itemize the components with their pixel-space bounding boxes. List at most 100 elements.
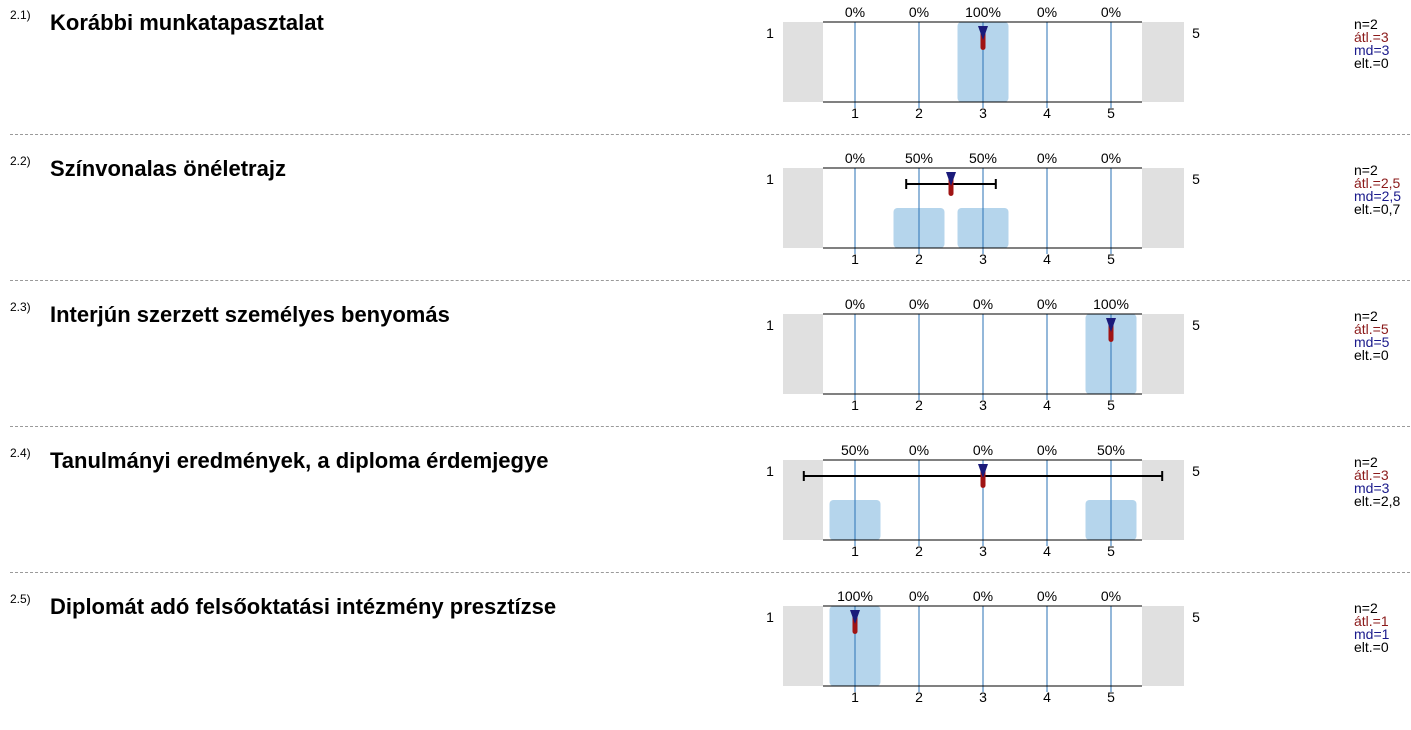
stat-n: n=2 xyxy=(1354,16,1378,32)
percent-label: 100% xyxy=(837,588,873,604)
tick-label: 2 xyxy=(915,689,923,705)
tick-label: 2 xyxy=(915,543,923,559)
distribution-chart: 0% 50% 50% 0% 0% 1 2 3 4 5 1 5 xyxy=(766,150,1200,267)
percent-label: 0% xyxy=(909,442,929,458)
stat-median: md=3 xyxy=(1354,42,1390,58)
stat-n: n=2 xyxy=(1354,454,1378,470)
percent-label: 50% xyxy=(969,150,997,166)
question-row: 2.2) Színvonalas önéletrajz 0% 50% 50% 0% 0% 1 2… xyxy=(0,146,1411,292)
tick-label: 5 xyxy=(1107,543,1115,559)
percent-label: 0% xyxy=(909,588,929,604)
scale-left-label: 1 xyxy=(766,317,774,333)
percent-label: 0% xyxy=(1037,442,1057,458)
question-title: Tanulmányi eredmények, a diploma érdemje… xyxy=(50,448,549,473)
row-separator xyxy=(10,426,1410,427)
tick-label: 3 xyxy=(979,689,987,705)
question-title: Korábbi munkatapasztalat xyxy=(50,10,324,35)
percent-label: 0% xyxy=(845,296,865,312)
distribution-chart: 0% 0% 0% 0% 100% 1 2 3 4 5 1 5 xyxy=(766,296,1200,413)
percent-label: 0% xyxy=(973,442,993,458)
outside-range-right xyxy=(1142,314,1184,394)
stat-mean: átl.=2,5 xyxy=(1354,175,1401,191)
outside-range-right xyxy=(1142,606,1184,686)
percent-label: 50% xyxy=(905,150,933,166)
scale-right-label: 5 xyxy=(1192,25,1200,41)
tick-label: 4 xyxy=(1043,543,1051,559)
tick-label: 1 xyxy=(851,689,859,705)
tick-label: 4 xyxy=(1043,105,1051,121)
tick-label: 1 xyxy=(851,397,859,413)
question-title: Diplomát adó felsőoktatási intézmény pre… xyxy=(50,594,557,619)
row-separator xyxy=(10,572,1410,573)
percent-label: 0% xyxy=(1037,150,1057,166)
stats-block: n=2 átl.=3 md=3 elt.=2,8 xyxy=(1354,454,1401,509)
stat-n: n=2 xyxy=(1354,600,1378,616)
tick-label: 3 xyxy=(979,397,987,413)
percent-label: 0% xyxy=(845,4,865,20)
percent-label: 0% xyxy=(1037,296,1057,312)
stat-sd: elt.=0 xyxy=(1354,347,1389,363)
question-title: Színvonalas önéletrajz xyxy=(50,156,286,181)
median-marker xyxy=(946,172,956,186)
scale-left-label: 1 xyxy=(766,25,774,41)
stat-mean: átl.=5 xyxy=(1354,321,1389,337)
stats-block: n=2 átl.=5 md=5 elt.=0 xyxy=(1354,309,1390,363)
tick-label: 4 xyxy=(1043,397,1051,413)
tick-label: 1 xyxy=(851,543,859,559)
percent-label: 0% xyxy=(1037,588,1057,604)
scale-right-label: 5 xyxy=(1192,171,1200,187)
question-number: 2.2) xyxy=(10,154,31,168)
question-row: 2.3) Interjún szerzett személyes benyomás… xyxy=(0,292,1411,438)
scale-right-label: 5 xyxy=(1192,609,1200,625)
stat-sd: elt.=0 xyxy=(1354,55,1389,71)
stat-mean: átl.=3 xyxy=(1354,467,1389,483)
stat-median: md=1 xyxy=(1354,626,1390,642)
stat-n: n=2 xyxy=(1354,162,1378,178)
tick-label: 4 xyxy=(1043,251,1051,267)
tick-label: 1 xyxy=(851,251,859,267)
percent-label: 100% xyxy=(1093,296,1129,312)
stat-mean: átl.=3 xyxy=(1354,29,1389,45)
distribution-chart: 0% 0% 100% 0% 0% 1 2 3 4 5 1 5 xyxy=(766,4,1200,121)
percent-label: 0% xyxy=(1101,588,1121,604)
percent-label: 50% xyxy=(841,442,869,458)
tick-label: 1 xyxy=(851,105,859,121)
scale-right-label: 5 xyxy=(1192,463,1200,479)
stats-block: n=2 átl.=1 md=1 elt.=0 xyxy=(1354,600,1390,654)
stat-median: md=2,5 xyxy=(1354,188,1402,204)
tick-label: 4 xyxy=(1043,689,1051,705)
tick-label: 5 xyxy=(1107,689,1115,705)
percent-label: 0% xyxy=(909,4,929,20)
scale-left-label: 1 xyxy=(766,171,774,187)
question-row: 2.4) Tanulmányi eredmények, a diploma érd… xyxy=(0,438,1411,584)
percent-label: 0% xyxy=(909,296,929,312)
row-separator xyxy=(10,134,1410,135)
question-number: 2.5) xyxy=(10,592,31,606)
tick-label: 5 xyxy=(1107,251,1115,267)
percent-label: 0% xyxy=(973,588,993,604)
percent-label: 100% xyxy=(965,4,1001,20)
distribution-chart: 50% 0% 0% 0% 50% 1 2 3 4 5 1 5 xyxy=(766,442,1200,559)
outside-range-left xyxy=(783,606,823,686)
stat-median: md=3 xyxy=(1354,480,1390,496)
tick-label: 3 xyxy=(979,105,987,121)
outside-range-left xyxy=(783,168,823,248)
stat-sd: elt.=0,7 xyxy=(1354,201,1401,217)
median-marker xyxy=(978,26,988,40)
outside-range-right xyxy=(1142,22,1184,102)
outside-range-right xyxy=(1142,168,1184,248)
percent-label: 0% xyxy=(973,296,993,312)
tick-label: 2 xyxy=(915,105,923,121)
stats-block: n=2 átl.=3 md=3 elt.=0 xyxy=(1354,16,1390,71)
question-number: 2.3) xyxy=(10,300,31,314)
stat-median: md=5 xyxy=(1354,334,1390,350)
stat-sd: elt.=2,8 xyxy=(1354,493,1401,509)
scale-left-label: 1 xyxy=(766,609,774,625)
percent-label: 0% xyxy=(1037,4,1057,20)
percent-label: 0% xyxy=(845,150,865,166)
median-marker xyxy=(1106,318,1116,332)
question-number: 2.1) xyxy=(10,8,31,22)
outside-range-left xyxy=(783,22,823,102)
question-row: 2.5) Diplomát adó felsőoktatási intézmény… xyxy=(0,584,1411,730)
percent-label: 0% xyxy=(1101,150,1121,166)
